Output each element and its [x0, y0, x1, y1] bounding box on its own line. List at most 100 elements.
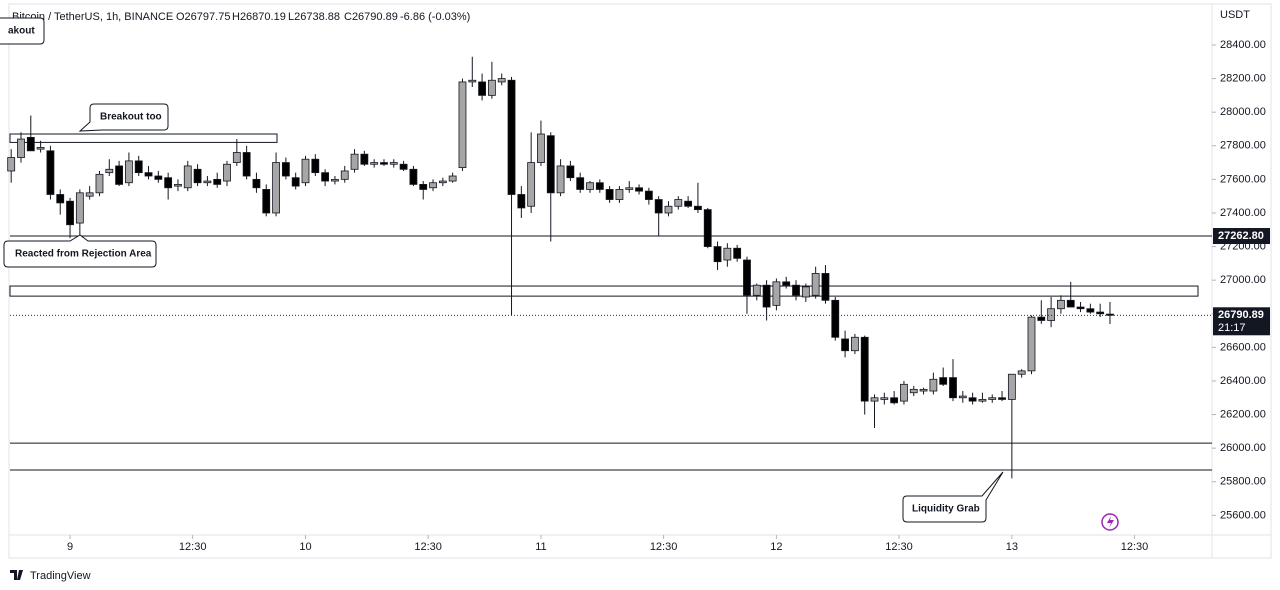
candle-up: [438, 180, 447, 184]
y-tick-label: 27600.00: [1220, 173, 1266, 185]
candle-up: [556, 165, 565, 194]
x-tick-label: 11: [535, 541, 546, 553]
candle-down: [654, 199, 663, 214]
candle-up: [527, 162, 536, 207]
candle-up: [350, 153, 359, 170]
candle-up: [850, 336, 859, 352]
close-label: C26790.89: [344, 11, 398, 23]
candle-up: [674, 199, 683, 207]
candle-up: [301, 158, 310, 184]
callout-text: Liquidity Grab: [912, 504, 980, 515]
candle-down: [66, 200, 74, 226]
candle-down: [713, 246, 722, 263]
candle-up: [1007, 373, 1016, 400]
y-tick-label: 26600.00: [1220, 341, 1266, 353]
candle-down: [517, 194, 526, 209]
callout-text: Reacted from Rejection Area: [15, 249, 152, 260]
x-tick-label: 12:30: [414, 541, 442, 553]
candle-up: [900, 383, 908, 402]
candle-down: [252, 178, 261, 189]
alert-bolt: [1107, 516, 1114, 528]
candle-down: [635, 187, 643, 192]
candle-down: [939, 377, 948, 385]
y-tick-label: 28200.00: [1220, 72, 1266, 84]
candle-down: [213, 178, 222, 185]
candle-up: [487, 79, 496, 96]
candle-up: [36, 147, 45, 150]
candle-down: [193, 168, 202, 184]
candle-down: [841, 338, 849, 352]
y-tick-label: 28400.00: [1220, 39, 1266, 51]
candle-up: [203, 180, 212, 184]
candle-up: [340, 170, 349, 180]
candle-up: [723, 247, 732, 261]
candle-down: [576, 177, 585, 190]
candle-down: [262, 189, 271, 214]
candle-down: [998, 397, 1006, 400]
candle-up: [801, 286, 810, 298]
candle-up: [909, 388, 918, 394]
frame: [8, 3, 1272, 559]
last-price-box: [1213, 307, 1270, 336]
candle-up: [458, 81, 467, 169]
candle-up: [1047, 308, 1056, 321]
plot-area: 25600.00 25800.00 26000.00 26200.00 26400.00…: [7, 39, 1270, 553]
candle-down: [1037, 316, 1046, 321]
candle-up: [1027, 316, 1036, 372]
candle-down: [26, 136, 35, 152]
candle-down: [321, 172, 330, 182]
x-tick-label: 9: [67, 541, 73, 553]
candle-up: [17, 138, 25, 158]
brand-logo: [10, 570, 23, 580]
candle-up: [919, 388, 928, 392]
x-tick-label: 13: [1006, 541, 1018, 553]
price-label-box: [1213, 228, 1270, 245]
candle-down: [115, 165, 123, 185]
candle-down: [1106, 313, 1114, 316]
candle-down: [890, 397, 899, 404]
candle-down: [1086, 308, 1095, 313]
candle-down: [154, 175, 163, 180]
candle-up: [615, 189, 624, 200]
candle-up: [272, 162, 280, 214]
y-tick-label: 26400.00: [1220, 375, 1266, 387]
candle-down: [409, 168, 418, 185]
alert-icon[interactable]: [1101, 513, 1119, 531]
currency: USDT: [1220, 9, 1250, 21]
candle-down: [134, 160, 143, 174]
candle-up: [988, 397, 997, 400]
candle-down: [1076, 306, 1085, 310]
candle-down: [694, 205, 702, 211]
y-tick-label: 28000.00: [1220, 106, 1266, 118]
candle-up: [174, 184, 182, 187]
candle-down: [684, 200, 693, 207]
candle-up: [448, 175, 457, 182]
price-label: 27262.80: [1218, 230, 1264, 242]
candle-up: [497, 78, 506, 83]
callout: Breakout too: [78, 103, 169, 132]
candle-up: [586, 182, 594, 190]
y-tick-label: 26200.00: [1220, 408, 1266, 420]
candle-up: [125, 160, 133, 184]
candle-up: [1017, 370, 1026, 375]
symbol: Bitcoin / TetherUS, 1h, BINANCE: [12, 11, 173, 23]
brand-name: TradingView: [30, 570, 91, 582]
candle-down: [291, 177, 300, 187]
callout-text: akout: [8, 26, 35, 37]
candle-down: [360, 153, 369, 165]
callout: Reacted from Rejection Area: [3, 234, 157, 268]
candle-down: [792, 284, 800, 296]
x-tick-label: 12:30: [179, 541, 207, 553]
candle-up: [664, 205, 673, 214]
candle-up: [429, 182, 437, 189]
callout: Liquidity Grab: [902, 471, 1004, 523]
candle-down: [56, 194, 65, 204]
callout-box: [902, 471, 1004, 523]
last-price-label: 26790.89: [1218, 309, 1264, 321]
candle-up: [389, 162, 398, 165]
candle-up: [468, 79, 477, 83]
candle-down: [507, 79, 516, 195]
callout-box: [3, 234, 157, 268]
